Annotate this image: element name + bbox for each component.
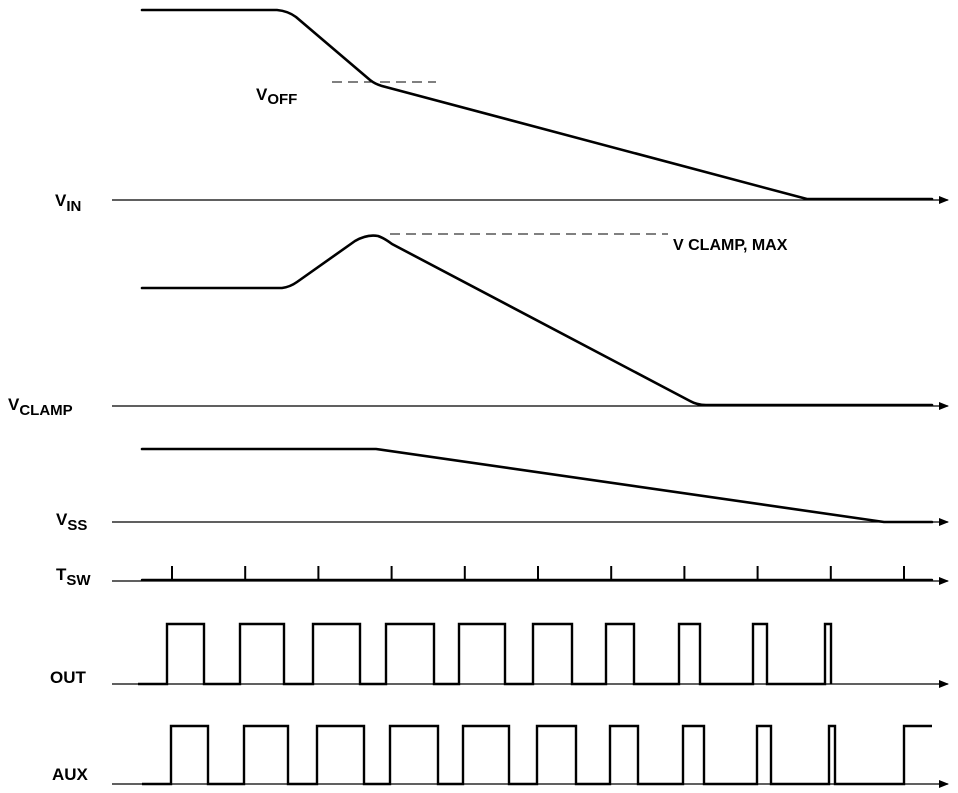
vclamp-label: VCLAMP bbox=[8, 395, 73, 419]
voff-label: VOFF bbox=[256, 85, 297, 108]
out-pulse-train bbox=[138, 622, 833, 686]
aux-label: AUX bbox=[52, 765, 89, 784]
vclamp-max-label: V CLAMP, MAX bbox=[673, 237, 788, 254]
vin-label: VIN bbox=[55, 191, 81, 215]
tsw-tick-marks bbox=[171, 566, 905, 580]
vss-waveform bbox=[140, 447, 934, 524]
out-label: OUT bbox=[50, 668, 87, 687]
aux-pulse-train bbox=[142, 724, 932, 786]
vss-label: VSS bbox=[56, 510, 87, 534]
tsw-label: TSW bbox=[56, 565, 91, 589]
vin-waveform bbox=[140, 8, 934, 201]
vclamp-waveform bbox=[140, 234, 934, 407]
